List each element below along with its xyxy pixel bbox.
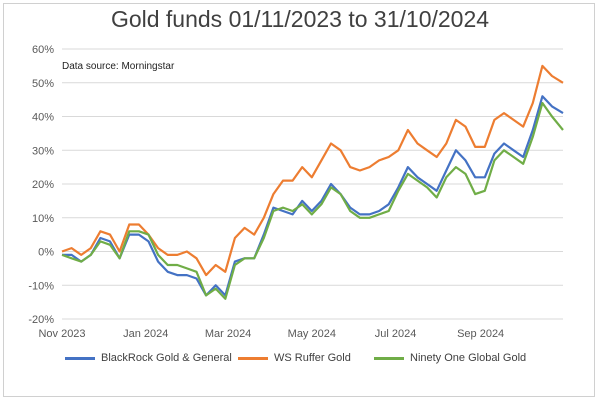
legend-item-ninety-one: Ninety One Global Gold [374,352,526,364]
legend-item-ruffer: WS Ruffer Gold [238,352,351,364]
legend-label: Ninety One Global Gold [410,352,527,364]
chart-title: Gold funds 01/11/2023 to 31/10/2024 [110,6,490,32]
legend-swatch [238,356,268,360]
legend-swatch [65,356,95,360]
legend-label: WS Ruffer Gold [274,352,351,364]
legend-swatch [374,356,404,360]
chart-annotation: Data source: Morningstar [62,61,175,72]
legend-item-blackrock: BlackRock Gold & General [65,352,232,364]
legend-label: BlackRock Gold & General [101,352,232,364]
